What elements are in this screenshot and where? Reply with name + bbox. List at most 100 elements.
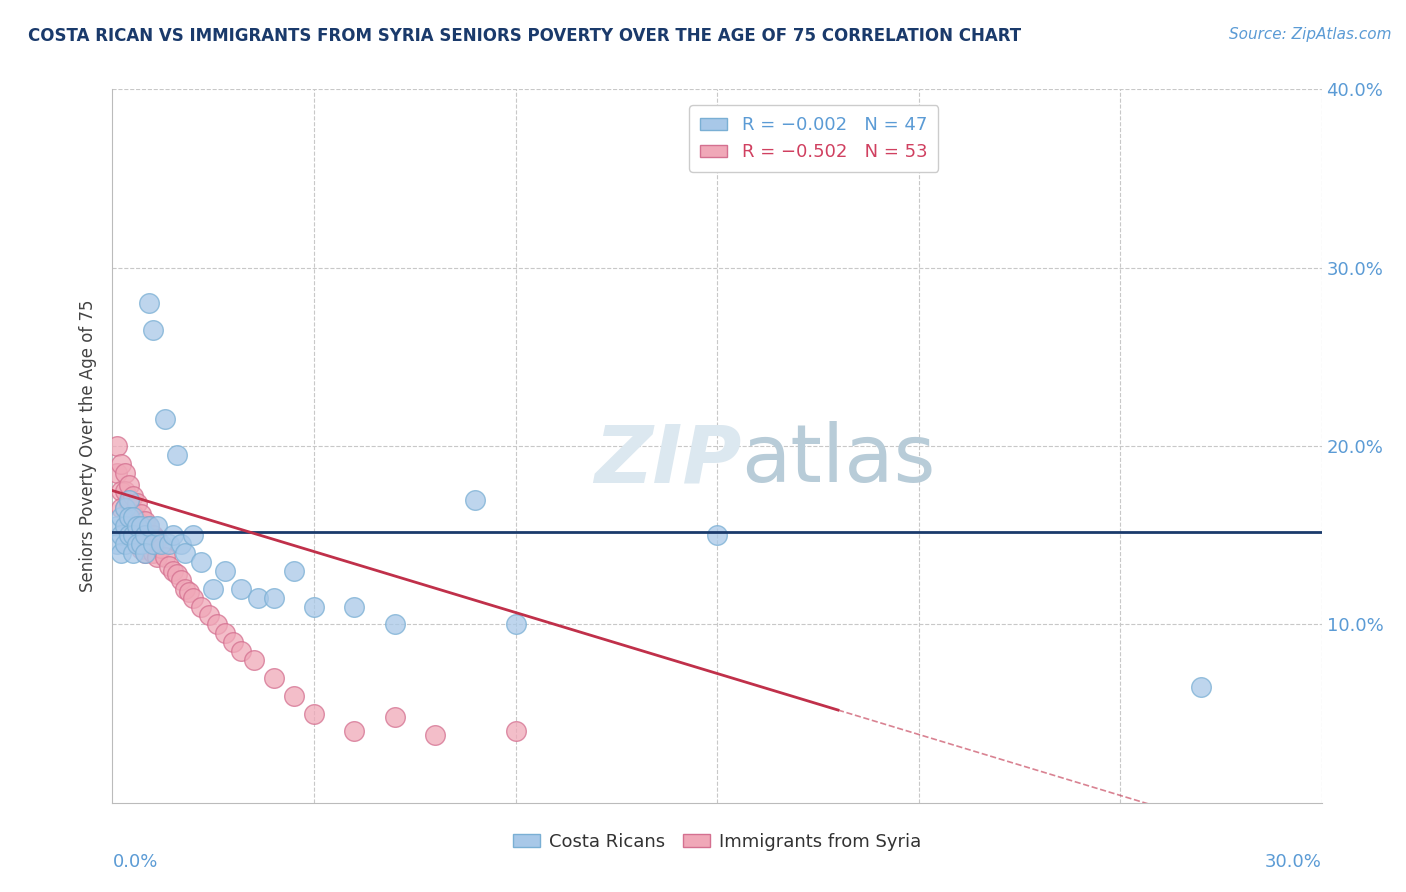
Point xyxy=(125,519,148,533)
Point xyxy=(146,549,169,564)
Point xyxy=(121,507,143,521)
Point xyxy=(190,599,212,614)
Point xyxy=(134,546,156,560)
Point xyxy=(162,564,184,578)
Point xyxy=(283,564,305,578)
Point xyxy=(149,541,172,555)
Point xyxy=(166,448,188,462)
Point xyxy=(263,671,285,685)
Point xyxy=(125,532,148,546)
Point xyxy=(343,724,366,739)
Point xyxy=(117,478,139,492)
Point xyxy=(114,483,136,498)
Point xyxy=(231,582,253,596)
Point xyxy=(121,510,143,524)
Point xyxy=(114,519,136,533)
Point xyxy=(157,558,180,573)
Point xyxy=(505,617,527,632)
Y-axis label: Seniors Poverty Over the Age of 75: Seniors Poverty Over the Age of 75 xyxy=(79,300,97,592)
Point xyxy=(214,564,236,578)
Point xyxy=(114,537,136,551)
Point xyxy=(110,510,132,524)
Text: 30.0%: 30.0% xyxy=(1265,853,1322,871)
Point xyxy=(129,507,152,521)
Point xyxy=(125,496,148,510)
Point xyxy=(138,296,160,310)
Point xyxy=(181,591,204,605)
Point xyxy=(198,608,221,623)
Point xyxy=(464,492,486,507)
Point xyxy=(125,514,148,528)
Point xyxy=(214,626,236,640)
Text: Source: ZipAtlas.com: Source: ZipAtlas.com xyxy=(1229,27,1392,42)
Point xyxy=(153,549,176,564)
Point xyxy=(153,412,176,426)
Point xyxy=(174,582,197,596)
Point xyxy=(134,528,156,542)
Point xyxy=(110,483,132,498)
Point xyxy=(105,519,128,533)
Point xyxy=(202,582,225,596)
Point xyxy=(263,591,285,605)
Point xyxy=(110,528,132,542)
Point xyxy=(114,466,136,480)
Point xyxy=(117,528,139,542)
Point xyxy=(114,519,136,533)
Point xyxy=(121,546,143,560)
Point xyxy=(105,537,128,551)
Point xyxy=(384,617,406,632)
Point xyxy=(146,519,169,533)
Point xyxy=(343,599,366,614)
Point xyxy=(384,710,406,724)
Point xyxy=(129,524,152,539)
Point xyxy=(134,528,156,542)
Point xyxy=(110,457,132,471)
Point xyxy=(177,585,200,599)
Point xyxy=(146,532,169,546)
Point xyxy=(423,728,446,742)
Point xyxy=(190,555,212,569)
Point xyxy=(129,537,152,551)
Point xyxy=(134,546,156,560)
Point xyxy=(142,528,165,542)
Point xyxy=(222,635,245,649)
Point xyxy=(121,528,143,542)
Point xyxy=(105,466,128,480)
Text: atlas: atlas xyxy=(741,421,935,500)
Point xyxy=(302,599,325,614)
Point xyxy=(174,546,197,560)
Point xyxy=(231,644,253,658)
Point xyxy=(129,542,152,557)
Point xyxy=(166,567,188,582)
Point xyxy=(117,496,139,510)
Point xyxy=(114,501,136,516)
Point xyxy=(125,537,148,551)
Point xyxy=(117,514,139,528)
Point xyxy=(157,537,180,551)
Point xyxy=(117,510,139,524)
Point xyxy=(170,573,193,587)
Point xyxy=(121,524,143,539)
Point xyxy=(242,653,264,667)
Point xyxy=(283,689,305,703)
Point xyxy=(302,706,325,721)
Point xyxy=(246,591,269,605)
Point xyxy=(129,519,152,533)
Point xyxy=(117,492,139,507)
Point xyxy=(110,546,132,560)
Point xyxy=(121,489,143,503)
Point xyxy=(207,617,229,632)
Point xyxy=(181,528,204,542)
Point xyxy=(142,323,165,337)
Point xyxy=(138,519,160,533)
Point xyxy=(110,501,132,516)
Text: ZIP: ZIP xyxy=(593,421,741,500)
Point xyxy=(170,537,193,551)
Point xyxy=(149,537,172,551)
Point xyxy=(138,537,160,551)
Point xyxy=(142,537,165,551)
Text: COSTA RICAN VS IMMIGRANTS FROM SYRIA SENIORS POVERTY OVER THE AGE OF 75 CORRELAT: COSTA RICAN VS IMMIGRANTS FROM SYRIA SEN… xyxy=(28,27,1021,45)
Text: 0.0%: 0.0% xyxy=(112,853,157,871)
Point xyxy=(706,528,728,542)
Point xyxy=(162,528,184,542)
